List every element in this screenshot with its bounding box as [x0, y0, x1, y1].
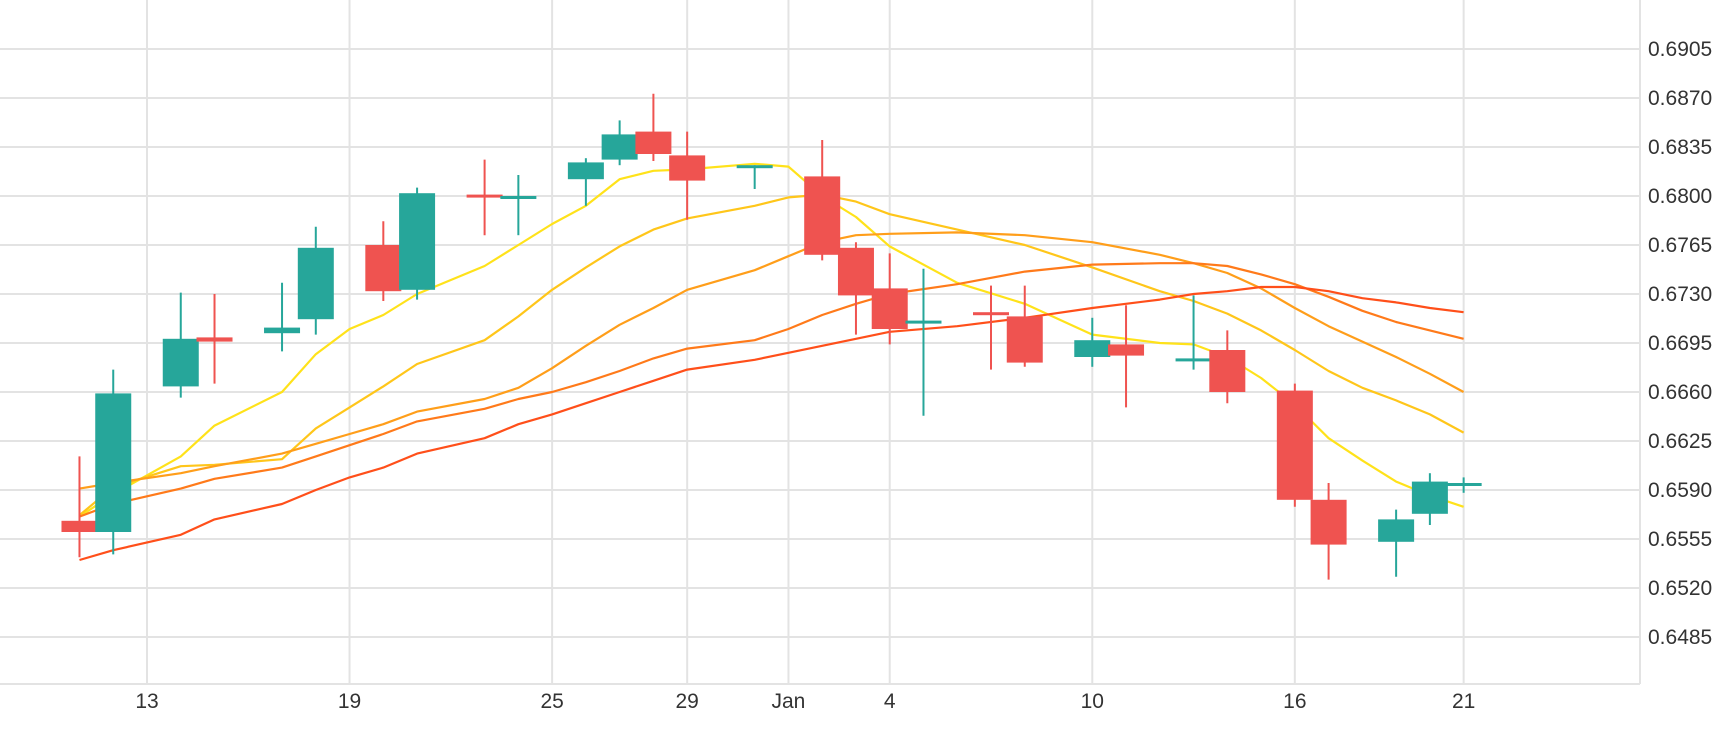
x-tick-label: 29 — [675, 690, 698, 713]
moving-average-lines — [78, 162, 1465, 562]
y-tick-label: 0.6485 — [1648, 626, 1712, 649]
y-tick-label: 0.6590 — [1648, 479, 1712, 502]
candle — [466, 159, 503, 236]
y-tick-label: 0.6520 — [1648, 577, 1712, 600]
candle — [365, 221, 402, 301]
y-tick-label: 0.6800 — [1648, 185, 1712, 208]
x-tick-label: 21 — [1452, 690, 1475, 713]
candle-body — [567, 162, 604, 180]
candle — [1074, 317, 1111, 367]
candle — [1310, 483, 1347, 580]
y-tick-label: 0.6905 — [1648, 38, 1712, 61]
candle-body — [837, 247, 874, 296]
candle — [196, 294, 233, 384]
candle — [669, 131, 706, 220]
moving-average-line — [79, 231, 1465, 490]
candle — [61, 456, 98, 558]
x-tick-label: 16 — [1283, 690, 1306, 713]
x-tick-label: 10 — [1081, 690, 1104, 713]
candle — [973, 285, 1009, 370]
candle — [1276, 383, 1313, 507]
candle — [871, 253, 908, 345]
x-tick-label: 13 — [135, 690, 158, 713]
candle-body — [973, 312, 1009, 316]
candle — [297, 226, 334, 335]
x-tick-label: Jan — [772, 690, 806, 713]
y-tick-label: 0.6695 — [1648, 332, 1712, 355]
candle — [804, 140, 841, 261]
candle-body — [1445, 483, 1482, 486]
moving-average-line — [78, 162, 1464, 518]
y-tick-label: 0.6730 — [1648, 283, 1712, 306]
candle-body — [1006, 316, 1043, 363]
candle — [95, 369, 132, 555]
candle — [1445, 477, 1482, 493]
candle-body — [466, 194, 503, 198]
candle — [1108, 305, 1145, 408]
candle-body — [500, 196, 537, 199]
y-tick-label: 0.6870 — [1648, 87, 1712, 110]
axis-labels: 0.6905 0.6870 0.6835 0.6800 0.6765 0.6730 0.66… — [135, 38, 1712, 713]
candle — [500, 175, 537, 236]
candle — [162, 292, 199, 398]
moving-average-line — [78, 193, 1465, 517]
y-tick-label: 0.6835 — [1648, 136, 1712, 159]
candle — [1175, 295, 1212, 370]
candle-body — [162, 338, 199, 387]
x-tick-label: 25 — [540, 690, 563, 713]
candle-body — [601, 134, 638, 160]
candle — [567, 158, 604, 206]
candle-body — [365, 245, 402, 292]
candle-body — [1074, 340, 1111, 357]
candle — [1006, 285, 1043, 367]
candle-body — [399, 193, 436, 290]
candle — [837, 242, 874, 335]
x-tick-label: 4 — [884, 690, 896, 713]
x-tick-label: 19 — [338, 690, 361, 713]
y-tick-label: 0.6555 — [1648, 528, 1712, 551]
moving-average-line — [79, 285, 1464, 562]
moving-average-line — [79, 262, 1464, 518]
y-tick-label: 0.6765 — [1648, 234, 1712, 257]
candle-body — [1310, 499, 1347, 545]
candle-body — [95, 393, 132, 532]
candle-body — [61, 520, 98, 532]
candle-body — [736, 165, 773, 169]
y-tick-label: 0.6625 — [1648, 430, 1712, 453]
candle — [1209, 330, 1246, 404]
grid — [0, 0, 1641, 685]
candle — [635, 93, 672, 161]
candle-body — [1209, 350, 1246, 392]
candle — [264, 282, 301, 352]
candle-body — [196, 337, 233, 342]
y-tick-label: 0.6660 — [1648, 381, 1712, 404]
candle — [736, 165, 773, 189]
candle-body — [1276, 390, 1313, 500]
candle-body — [1175, 358, 1212, 362]
candle-body — [669, 155, 706, 181]
candle-body — [264, 327, 301, 334]
candles — [61, 93, 1482, 580]
candle-body — [635, 131, 672, 154]
candle-body — [297, 247, 334, 320]
candle — [1411, 473, 1448, 525]
candle — [399, 187, 436, 300]
candle-body — [1411, 481, 1448, 514]
candle — [601, 120, 638, 166]
candle-body — [871, 288, 908, 329]
candle-body — [804, 176, 841, 255]
candle-body — [1108, 344, 1145, 356]
candle-body — [905, 320, 942, 324]
candle — [905, 268, 942, 416]
candle — [1378, 509, 1415, 577]
candle-body — [1378, 519, 1415, 542]
